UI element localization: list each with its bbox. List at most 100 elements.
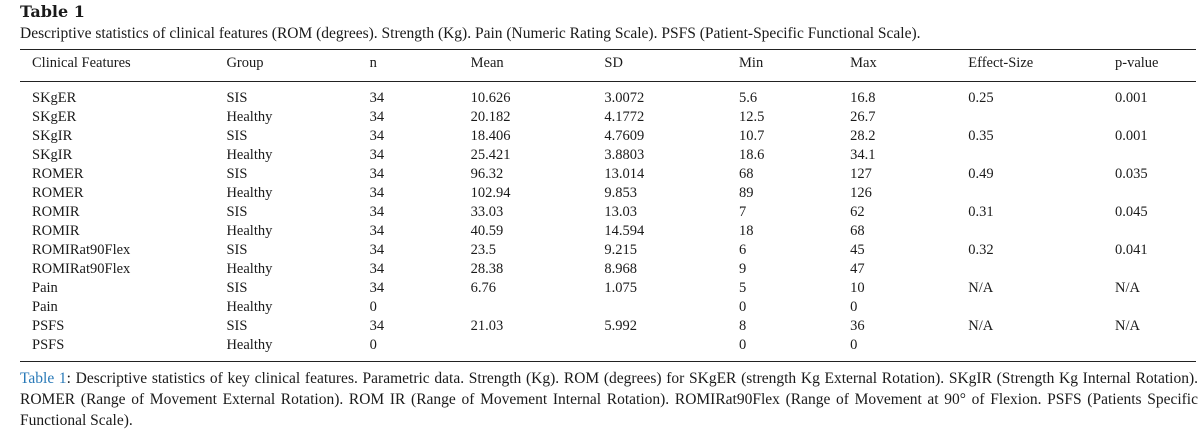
table-cell: SIS: [226, 90, 248, 106]
table-cell: N/A: [968, 318, 994, 334]
table-cell: SKgIR: [32, 128, 73, 144]
table-cell: 8.968: [604, 261, 638, 277]
table-cell: 18.406: [470, 128, 511, 144]
table-cell: 13.03: [604, 204, 638, 220]
table-cell: 89: [739, 185, 754, 201]
table-cell: 9.853: [604, 185, 638, 201]
table-cell: 20.182: [470, 109, 511, 125]
table-cell: N/A: [968, 280, 994, 296]
table-cell: PSFS: [32, 337, 65, 353]
table-label: Table 1: [20, 2, 85, 21]
table-cell: ROMIR: [32, 204, 80, 220]
table-cell: 10: [850, 280, 865, 296]
table-cell: 3.0072: [604, 90, 645, 106]
table-cell: 5.992: [604, 318, 638, 334]
table-row: SKgER Healthy 34 20.182 4.1772 12.5 26.7: [20, 108, 1196, 127]
table-cell: 9: [739, 261, 747, 277]
table-cell: [956, 298, 1103, 317]
table-cell: Healthy: [226, 337, 273, 353]
table-cell: 5: [739, 280, 747, 296]
table-cell: 21.03: [470, 318, 504, 334]
table-cell: [956, 108, 1103, 127]
table-cell: SKgER: [32, 109, 77, 125]
table-cell: 0.041: [1114, 242, 1148, 258]
table-cell: 34: [369, 185, 385, 201]
table-cell: [592, 298, 727, 317]
statistics-table: Clinical Features Group n Mean SD Min Max Effec…: [20, 55, 1196, 355]
table-cell: Healthy: [226, 261, 273, 277]
table-cell: 126: [850, 185, 872, 201]
column-header: Clinical Features: [32, 55, 131, 71]
table-cell: Healthy: [226, 147, 273, 163]
table-cell: 34: [369, 318, 385, 334]
table-cell: [1103, 184, 1196, 203]
column-header: p-value: [1114, 55, 1159, 71]
top-rule: [20, 49, 1196, 50]
table-cell: [459, 336, 593, 355]
table-cell: 34: [369, 204, 385, 220]
table-cell: 10.7: [739, 128, 765, 144]
table-row: ROMIRat90Flex Healthy 34 28.38 8.968 9 47: [20, 260, 1196, 279]
table-row: SKgER SIS 34 10.626 3.0072 5.6 16.8 0.25 0.001: [20, 78, 1196, 108]
table-cell: ROMIRat90Flex: [32, 242, 131, 258]
table-cell: 23.5: [470, 242, 497, 258]
column-header: Group: [226, 55, 264, 71]
table-row: ROMIR SIS 34 33.03 13.03 7 62 0.31 0.045: [20, 203, 1196, 222]
table-cell: 0.31: [968, 204, 994, 220]
table-row: PSFS Healthy 0 0 0: [20, 336, 1196, 355]
table-cell: ROMIRat90Flex: [32, 261, 131, 277]
header-rule: [20, 81, 1196, 82]
table-cell: [1103, 298, 1196, 317]
table-cell: 34: [369, 242, 385, 258]
table-cell: SIS: [226, 242, 248, 258]
table-cell: 3.8803: [604, 147, 645, 163]
table-row: SKgIR Healthy 34 25.421 3.8803 18.6 34.1: [20, 146, 1196, 165]
table-cell: 7: [739, 204, 747, 220]
table-cell: 34: [369, 280, 385, 296]
column-header: SD: [604, 55, 623, 71]
table-cell: SIS: [226, 128, 248, 144]
bottom-rule: [20, 361, 1196, 362]
table-cell: 33.03: [470, 204, 504, 220]
table-cell: [1103, 222, 1196, 241]
table-cell: [956, 222, 1103, 241]
footnote-text: : Descriptive statistics of key clinical…: [20, 370, 1198, 429]
table-cell: 0: [369, 337, 377, 353]
table-cell: [592, 336, 727, 355]
table-cell: Healthy: [226, 185, 273, 201]
table-cell: 34: [369, 90, 385, 106]
table-cell: 34: [369, 261, 385, 277]
table-cell: ROMER: [32, 166, 84, 182]
table-cell: [956, 184, 1103, 203]
table-cell: 6.76: [470, 280, 497, 296]
column-header: Effect-Size: [968, 55, 1034, 71]
table-cell: 0: [369, 299, 377, 315]
table-cell: SIS: [226, 318, 248, 334]
table-cell: 34: [369, 166, 385, 182]
table-cell: 68: [850, 223, 865, 239]
table-cell: Healthy: [226, 299, 273, 315]
table-cell: 0.001: [1114, 128, 1148, 144]
table-cell: 34: [369, 109, 385, 125]
table-cell: 0: [850, 337, 858, 353]
table-footnote: Table 1: Descriptive statistics of key c…: [20, 368, 1198, 431]
table-cell: 36: [850, 318, 865, 334]
table-cell: 0.25: [968, 90, 994, 106]
table-cell: 12.5: [739, 109, 765, 125]
table-cell: Pain: [32, 299, 58, 315]
table-cell: 40.59: [470, 223, 504, 239]
table-cell: 34.1: [850, 147, 876, 163]
table-cell: 0: [850, 299, 858, 315]
table-cell: 28.38: [470, 261, 504, 277]
table-cell: ROMIR: [32, 223, 80, 239]
table-row: PSFS SIS 34 21.03 5.992 8 36 N/A N/A: [20, 317, 1196, 336]
table-cell: 0.35: [968, 128, 994, 144]
table-header-row: Clinical Features Group n Mean SD Min Max Effec…: [20, 55, 1196, 78]
table-cell: 4.7609: [604, 128, 645, 144]
table-row: Pain SIS 34 6.76 1.075 5 10 N/A N/A: [20, 279, 1196, 298]
table-cell: [1103, 336, 1196, 355]
table-cell: 5.6: [739, 90, 758, 106]
table-cell: 8: [739, 318, 747, 334]
table-reference-link[interactable]: Table 1: [20, 370, 67, 387]
column-header: Max: [850, 55, 877, 71]
